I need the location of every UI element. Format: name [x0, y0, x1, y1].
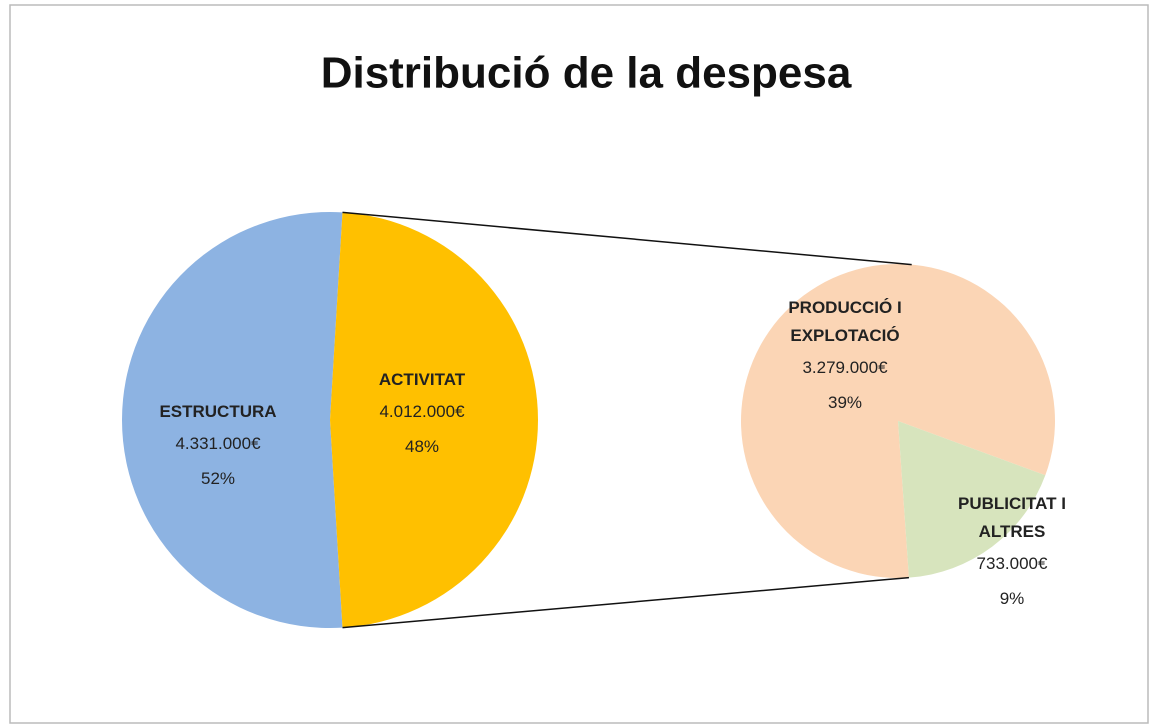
pie-slice: [121, 212, 343, 629]
connector-line: [342, 576, 910, 629]
pie-slice: [741, 263, 1055, 578]
data-label: PRODUCCIÓ I EXPLOTACIÓ 3.279.000€ 39%: [760, 294, 930, 420]
chart-title: Distribució de la despesa: [321, 49, 852, 98]
connector-line: [342, 211, 912, 266]
data-label: ACTIVITAT 4.012.000€ 48%: [322, 366, 522, 464]
value-label: 4.012.000€: [379, 402, 465, 421]
category-label: ACTIVITAT: [378, 370, 466, 389]
pie-slice: [330, 212, 538, 628]
percent-label: 52%: [200, 469, 236, 488]
category-label: PUBLICITAT I ALTRES: [958, 494, 1066, 541]
data-label: ESTRUCTURA 4.331.000€ 52%: [118, 398, 318, 496]
pie-slice: [898, 421, 1046, 578]
value-label: 4.331.000€: [175, 434, 261, 453]
category-label: PRODUCCIÓ I EXPLOTACIÓ: [788, 298, 902, 345]
value-label: 3.279.000€: [802, 358, 888, 377]
value-label: 733.000€: [976, 554, 1048, 573]
category-label: ESTRUCTURA: [159, 402, 277, 421]
percent-label: 48%: [404, 437, 440, 456]
percent-label: 39%: [827, 393, 863, 412]
percent-label: 9%: [999, 589, 1025, 608]
data-label: PUBLICITAT I ALTRES 733.000€ 9%: [937, 490, 1087, 616]
